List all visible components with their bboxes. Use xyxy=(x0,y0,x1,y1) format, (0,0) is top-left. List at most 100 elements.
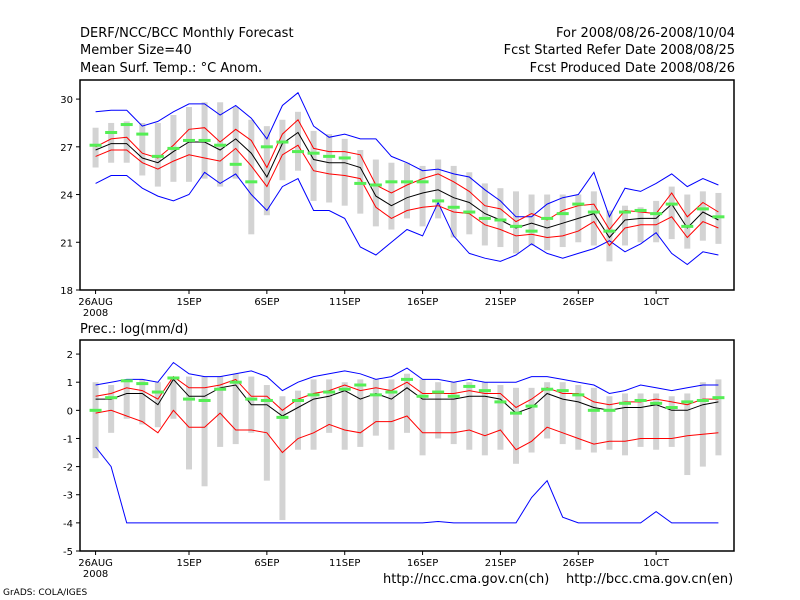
temp-x-tick-label: 16SEP xyxy=(407,297,438,308)
prec-spread-box xyxy=(357,379,364,447)
temp-observed-marker xyxy=(681,224,694,228)
temp-observed-marker xyxy=(385,180,398,184)
temp-observed-marker xyxy=(214,143,227,147)
prec-x-tick-label: 6SEP xyxy=(254,558,279,569)
precip-panel-title: Prec.: log(mm/d) xyxy=(80,322,189,337)
temp-upper-line xyxy=(95,118,719,231)
prec-observed-marker xyxy=(89,408,102,412)
prec-observed-marker xyxy=(587,408,600,412)
prec-y-tick-label: -5 xyxy=(63,547,73,558)
produced-date: Fcst Produced Date 2008/08/26 xyxy=(529,61,735,76)
prec-y-tick-label: 2 xyxy=(67,350,73,361)
prec-spread-box xyxy=(186,376,192,470)
prec-spread-box xyxy=(232,373,239,445)
prec-observed-marker xyxy=(665,406,678,410)
prec-observed-marker xyxy=(681,400,694,404)
temp-spread-box xyxy=(684,194,691,249)
prec-observed-marker xyxy=(229,380,242,384)
prec-spread-box xyxy=(668,396,675,447)
bcc-link[interactable]: http://bcc.cma.gov.cn(en) xyxy=(566,572,734,587)
prec-observed-marker xyxy=(494,400,507,404)
temp-y-tick-label: 27 xyxy=(60,143,73,154)
temp-observed-marker xyxy=(650,212,663,216)
prec-spread-box xyxy=(295,390,301,450)
prec-observed-marker xyxy=(463,384,476,388)
prec-plot-frame xyxy=(79,339,735,552)
prec-observed-marker xyxy=(556,389,569,393)
temp-observed-marker xyxy=(572,202,585,206)
prec-spread-box xyxy=(217,376,224,447)
temp-observed-marker xyxy=(323,154,336,158)
prec-observed-marker xyxy=(276,415,289,419)
prec-spread-box xyxy=(279,396,286,521)
prec-spread-box xyxy=(326,379,333,433)
temp-spread-box xyxy=(295,111,301,171)
prec-spread-box xyxy=(497,385,504,450)
prec-spread-box xyxy=(139,379,146,425)
temp-spread-box xyxy=(154,122,161,187)
temp-observed-marker xyxy=(447,205,460,209)
member-size: Member Size=40 xyxy=(80,43,192,58)
temp-x-tick-label: 21SEP xyxy=(485,297,516,308)
temp-spread-box xyxy=(357,150,364,214)
temp-spread-box xyxy=(248,119,255,235)
temp-y-tick-label: 21 xyxy=(60,238,73,249)
prec-observed-marker xyxy=(151,390,164,394)
temp-observed-marker xyxy=(478,216,491,220)
temp-observed-marker xyxy=(276,140,289,144)
prec-spread-box xyxy=(699,382,706,467)
temp-spread-box xyxy=(668,186,675,240)
prec-spread-box xyxy=(123,379,130,419)
temp-x-tick-label: 10CT xyxy=(643,297,670,308)
temp-observed-marker xyxy=(416,180,429,184)
prec-spread-box xyxy=(622,393,628,456)
temp-y-tick-label: 18 xyxy=(60,286,73,297)
temp-observed-marker xyxy=(292,150,304,154)
prec-upper-line xyxy=(95,375,719,411)
prec-spread-box xyxy=(404,373,410,433)
temp-observed-marker xyxy=(525,229,538,233)
prec-spread-box xyxy=(559,382,566,445)
prec-x-tick-sublabel: 2008 xyxy=(83,569,108,580)
prec-observed-marker xyxy=(401,377,413,381)
prec-spread-box xyxy=(108,385,115,433)
temp-observed-marker xyxy=(432,199,445,203)
temp-observed-marker xyxy=(634,208,647,212)
prec-observed-marker xyxy=(323,390,336,394)
temp-spread-box xyxy=(622,205,628,246)
temp-observed-marker xyxy=(354,181,367,185)
temp-observed-marker xyxy=(105,131,118,134)
temp-spread-box xyxy=(481,183,488,246)
prec-observed-marker xyxy=(369,393,382,397)
temp-spread-box xyxy=(497,188,504,248)
prec-spread-box xyxy=(653,393,660,450)
temp-x-tick-label: 1SEP xyxy=(176,297,201,308)
prec-x-tick-label: 21SEP xyxy=(485,558,516,569)
prec-observed-marker xyxy=(354,383,367,387)
temp-spread-box xyxy=(232,107,239,179)
prec-y-tick-label: -4 xyxy=(63,519,73,530)
prec-observed-marker xyxy=(603,408,616,412)
prec-observed-marker xyxy=(105,396,118,400)
prec-spread-box xyxy=(341,382,348,450)
prec-observed-marker xyxy=(712,396,725,400)
prec-observed-marker xyxy=(541,387,554,391)
temp-plot-frame xyxy=(79,79,735,291)
temp-spread-box xyxy=(513,191,519,254)
temp-observed-marker xyxy=(494,218,507,222)
temp-spread-box xyxy=(372,159,379,227)
ncc-link[interactable]: http://ncc.cma.gov.cn(ch) xyxy=(383,572,550,587)
temp-spread-box xyxy=(466,172,473,235)
prec-spread-box xyxy=(575,385,582,450)
prec-spread-box xyxy=(513,387,519,464)
temp-observed-marker xyxy=(120,123,133,127)
prec-observed-marker xyxy=(167,376,180,380)
temp-x-tick-label: 6SEP xyxy=(254,297,279,308)
prec-spread-box xyxy=(715,379,722,456)
prec-x-tick-label: 26SEP xyxy=(563,558,594,569)
prec-x-tick-label: 11SEP xyxy=(329,558,360,569)
temp-panel-title: Mean Surf. Temp.: °C Anom. xyxy=(80,61,263,76)
temp-observed-marker xyxy=(369,183,382,187)
temp-min-line xyxy=(95,91,719,219)
temp-observed-marker xyxy=(587,210,600,214)
